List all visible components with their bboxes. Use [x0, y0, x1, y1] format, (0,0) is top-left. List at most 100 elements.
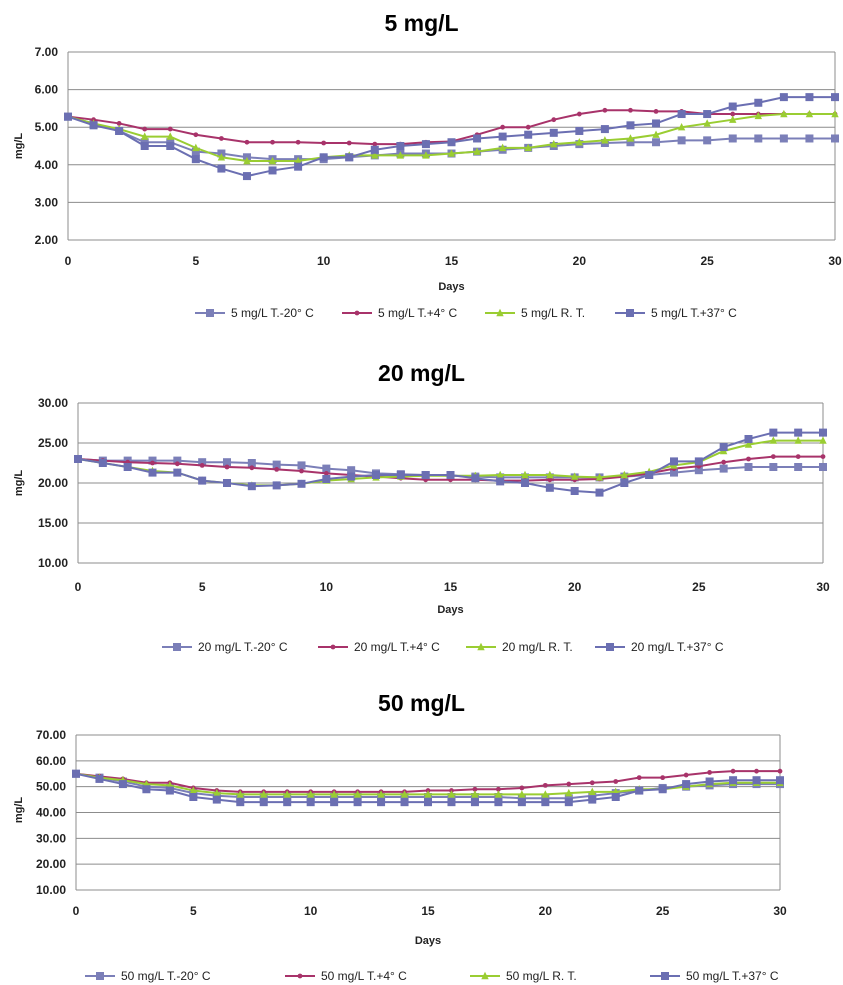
- data-point: [819, 463, 827, 471]
- data-point: [770, 454, 776, 459]
- data-point: [754, 111, 762, 120]
- chart-panel-5mg: 5 mg/L 2.00 3.00 4.00 5.00 6.00 7.00 0 5 10 15 20 2…: [0, 0, 843, 325]
- legend-item: 50 mg/L T.+37° C: [650, 969, 779, 983]
- data-point: [547, 477, 553, 483]
- data-point: [620, 470, 629, 479]
- series-3: [64, 109, 839, 165]
- x-tick-label: 0: [73, 904, 80, 918]
- data-point: [636, 775, 642, 781]
- data-point: [299, 468, 304, 474]
- data-point: [174, 461, 180, 467]
- data-point: [728, 134, 737, 143]
- data-point: [270, 139, 275, 145]
- data-point: [212, 795, 221, 804]
- y-tick-label: 15.00: [38, 516, 68, 530]
- data-point: [794, 463, 803, 471]
- data-point: [588, 795, 597, 804]
- data-point: [199, 463, 205, 468]
- x-tick-label: 5: [190, 904, 197, 918]
- data-point: [498, 132, 507, 141]
- legend-marker: [606, 643, 614, 651]
- data-point: [550, 139, 558, 148]
- legend-marker: [477, 642, 485, 651]
- data-point: [198, 476, 207, 485]
- y-tick-label: 10.00: [36, 883, 66, 897]
- data-point: [217, 164, 226, 173]
- data-point: [189, 786, 198, 794]
- data-point: [660, 775, 666, 781]
- data-point: [447, 798, 456, 807]
- data-point: [272, 481, 281, 490]
- data-point: [744, 435, 753, 443]
- data-point: [64, 112, 72, 121]
- y-tick-label: 30.00: [36, 831, 66, 845]
- data-point: [72, 769, 80, 778]
- data-point: [140, 142, 149, 150]
- data-point: [721, 459, 727, 465]
- data-point: [600, 125, 609, 134]
- x-axis-label: Days: [415, 935, 441, 947]
- data-point: [752, 776, 761, 785]
- data-point: [424, 790, 432, 798]
- data-point: [346, 140, 352, 146]
- data-point: [570, 487, 579, 495]
- data-point: [566, 781, 572, 787]
- data-point: [353, 798, 362, 807]
- data-point: [541, 798, 550, 807]
- data-point: [744, 440, 753, 448]
- series-4: [72, 769, 784, 807]
- legend-item: 20 mg/L T.+4° C: [318, 640, 440, 654]
- data-point: [142, 126, 148, 132]
- data-point: [294, 162, 303, 171]
- legend-marker: [330, 644, 336, 650]
- data-point: [192, 143, 200, 152]
- data-point: [635, 786, 644, 795]
- data-point: [421, 471, 430, 479]
- legend-marker: [481, 971, 489, 980]
- data-point: [542, 782, 548, 788]
- data-point: [658, 785, 667, 794]
- data-point: [694, 457, 703, 466]
- data-point: [729, 115, 737, 123]
- data-point: [322, 464, 331, 473]
- data-point: [769, 436, 778, 444]
- data-point: [141, 132, 149, 140]
- data-point: [244, 139, 250, 145]
- x-tick-label: 25: [692, 580, 706, 594]
- x-tick-label: 5: [192, 254, 199, 268]
- data-point: [703, 136, 712, 145]
- y-axis-label: mg/L: [13, 797, 25, 824]
- x-tick-label: 30: [828, 254, 842, 268]
- data-point: [677, 136, 686, 145]
- legend-marker: [297, 973, 303, 979]
- data-point: [719, 443, 728, 451]
- data-point: [322, 475, 331, 483]
- data-point: [165, 786, 174, 795]
- x-tick-label: 10: [304, 904, 318, 918]
- data-point: [524, 143, 532, 152]
- data-point: [498, 143, 507, 152]
- data-point: [330, 798, 339, 807]
- legend-item: 20 mg/L T.+37° C: [595, 640, 724, 654]
- data-point: [819, 436, 827, 444]
- data-point: [670, 468, 678, 477]
- x-tick-label: 30: [773, 904, 787, 918]
- y-tick-label: 30.00: [38, 396, 68, 410]
- data-point: [191, 147, 200, 156]
- data-point: [677, 123, 686, 131]
- legend-marker: [206, 309, 214, 317]
- legend-label: 20 mg/L R. T.: [502, 640, 573, 654]
- legend-item: 50 mg/L T.-20° C: [85, 969, 211, 983]
- data-point: [236, 790, 244, 798]
- legend-marker: [661, 972, 669, 980]
- line-chart-50mg: 10.00 20.00 30.00 40.00 50.00 60.00 70.00 0 5 10 1…: [13, 728, 787, 983]
- legend-label: 5 mg/L T.+37° C: [651, 306, 737, 320]
- data-point: [703, 110, 712, 119]
- data-point: [652, 119, 661, 128]
- data-point: [396, 142, 405, 150]
- data-point: [613, 779, 619, 784]
- data-point: [653, 109, 659, 114]
- data-point: [780, 109, 788, 118]
- data-point: [272, 460, 281, 469]
- y-tick-label: 3.00: [35, 195, 59, 209]
